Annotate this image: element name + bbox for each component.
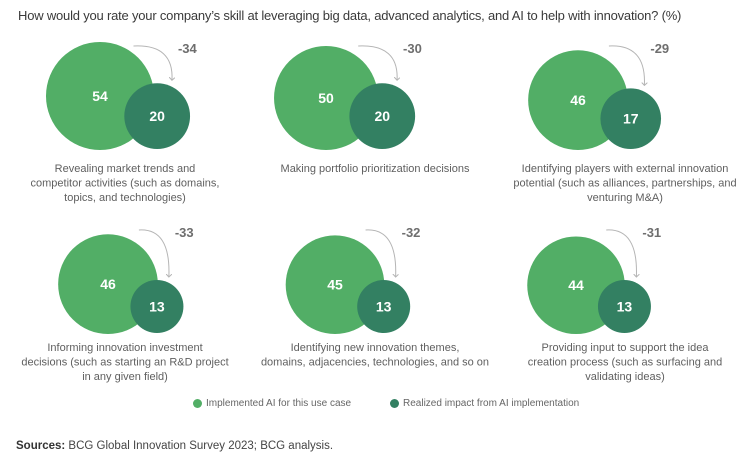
sources-label: Sources: [16, 440, 66, 452]
value-label-realized: 17 [623, 111, 639, 127]
change-arrow [365, 229, 396, 277]
difference-label: -30 [403, 41, 422, 56]
category-caption: domains, adjacencies, technologies, and … [261, 357, 489, 369]
value-label-realized: 20 [149, 108, 165, 124]
sources-note: Sources: BCG Global Innovation Survey 20… [16, 440, 333, 452]
sources-text: BCG Global Innovation Survey 2023; BCG a… [65, 440, 334, 452]
legend-label: Realized impact from AI implementation [403, 398, 580, 409]
difference-label: -31 [642, 225, 661, 240]
category-caption: Providing input to support the idea [542, 342, 710, 354]
category-caption: competitor activities (such as domains, [31, 178, 220, 190]
category-caption: in any given field) [82, 371, 168, 383]
value-label-realized: 13 [617, 298, 633, 314]
change-arrow [133, 45, 172, 80]
bubble-chart: 54 20 -34 Revealing market trends and compet… [21, 41, 736, 383]
value-label-implemented: 46 [100, 276, 116, 292]
legend: Implemented AI for this use case Realize… [0, 398, 750, 414]
difference-label: -33 [175, 225, 194, 240]
value-label-realized: 13 [376, 298, 392, 314]
bubble-realized [124, 83, 191, 149]
chart-title: How would you rate your company’s skill … [18, 8, 682, 23]
value-label-implemented: 44 [568, 277, 584, 293]
bubble-realized [600, 88, 662, 149]
difference-label: -29 [650, 41, 669, 56]
value-label-implemented: 50 [318, 90, 334, 106]
category-caption: validating ideas) [585, 371, 665, 383]
change-arrow [358, 45, 397, 80]
legend-swatch-realized [390, 399, 399, 408]
category-caption: potential (such as alliances, partnershi… [513, 178, 736, 190]
category-caption: Making portfolio prioritization decision… [281, 163, 470, 175]
change-arrow [608, 45, 645, 85]
category-caption: decisions (such as starting an R&D proje… [21, 357, 228, 369]
legend-label: Implemented AI for this use case [206, 398, 352, 409]
category-caption: Revealing market trends and [55, 163, 196, 175]
legend-item-implemented: Implemented AI for this use case [193, 398, 351, 409]
value-label-realized: 13 [149, 298, 165, 314]
legend-swatch-implemented [193, 399, 202, 408]
difference-label: -32 [402, 225, 421, 240]
value-label-implemented: 45 [327, 277, 343, 293]
change-arrow [606, 229, 636, 277]
category-caption: creation process (such as surfacing and [528, 357, 722, 369]
difference-label: -34 [178, 41, 198, 56]
value-label-realized: 20 [374, 108, 390, 124]
bubble-realized [597, 279, 651, 333]
category-caption: Identifying players with external innova… [522, 163, 729, 175]
bubble-realized [130, 279, 184, 333]
category-caption: topics, and technologies) [64, 192, 186, 204]
change-arrow [138, 229, 169, 277]
value-label-implemented: 46 [570, 92, 586, 108]
value-label-implemented: 54 [92, 88, 108, 104]
category-caption: Informing innovation investment [47, 342, 202, 354]
category-caption: venturing M&A) [587, 192, 663, 204]
category-caption: Identifying new innovation themes, [291, 342, 460, 354]
legend-item-realized: Realized impact from AI implementation [390, 398, 579, 409]
bubble-realized [349, 83, 416, 149]
bubble-realized [357, 279, 411, 333]
